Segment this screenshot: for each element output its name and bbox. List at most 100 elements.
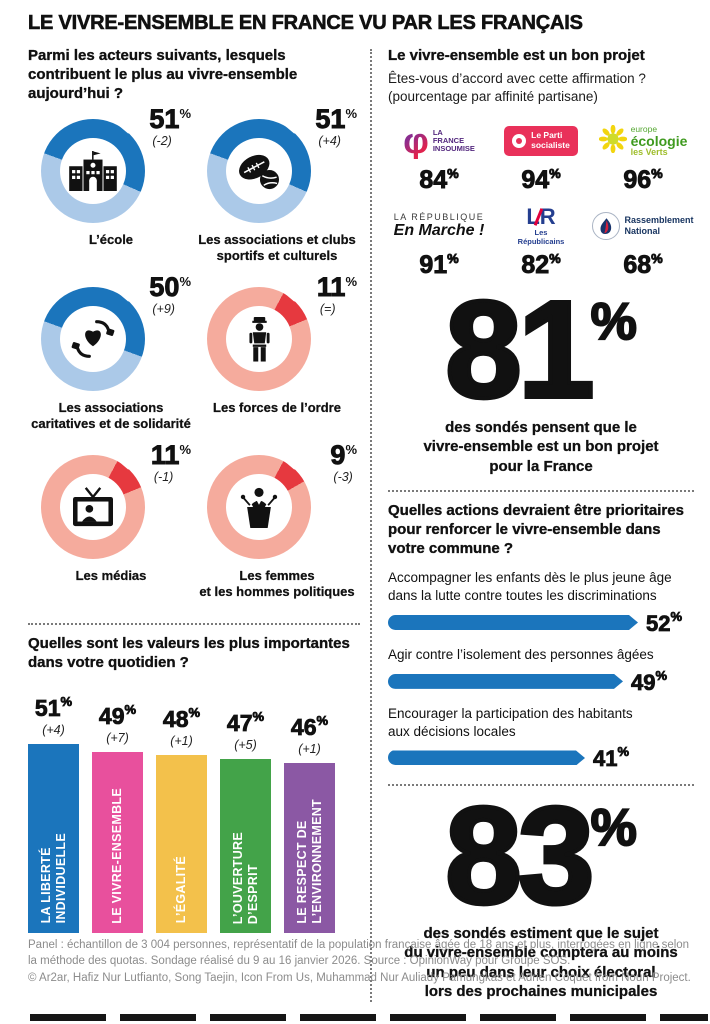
donut-label: Les médias	[75, 568, 147, 584]
eelv-logo-text: europe écologie les Verts	[631, 125, 688, 157]
percent-sign: %	[179, 106, 191, 122]
value-number: 47	[226, 709, 253, 736]
percent-sign: %	[617, 744, 630, 760]
percent-sign: %	[179, 274, 191, 290]
value-number: 50	[149, 272, 180, 303]
bar: LA LIBERTÉ INDIVIDUELLE	[28, 743, 79, 933]
bar-label: LA LIBERTÉ INDIVIDUELLE	[38, 833, 68, 924]
eelv-top: europe	[630, 124, 658, 135]
police-officer-icon	[207, 287, 311, 391]
bottom-segmented-bar	[30, 1014, 708, 1021]
big-number: 83%	[388, 785, 694, 927]
bar-column-egalite: 48% (+1) L’ÉGALITÉ	[156, 705, 207, 933]
value-delta: (+1)	[298, 741, 321, 756]
bar-value: 46%	[290, 713, 329, 740]
donut-card-associations-sportives: 51% (+4) Les associations et clubs sport…	[194, 105, 360, 279]
value-number: 68	[623, 251, 652, 280]
value-delta: (-2)	[152, 134, 172, 149]
values-question: Quelles sont les valeurs les plus import…	[28, 635, 350, 671]
actors-question: Parmi les acteurs suivants, lesquels con…	[28, 47, 298, 102]
action-label: Agir contre l’isolement des personnes âg…	[388, 647, 654, 662]
value-delta: (+7)	[106, 730, 129, 745]
value-delta: (-3)	[333, 470, 353, 485]
donut-ring	[207, 455, 311, 560]
columns: Parmi les acteurs suivants, lesquels con…	[28, 45, 696, 1002]
bar-column-environnement: 46% (+1) LE RESPECT DE L’ENVIRONNEMENT	[284, 713, 335, 933]
lrem-logo: LA RÉPUBLIQUE En Marche !	[394, 205, 485, 247]
donut-wrap: 51% (+4)	[207, 105, 357, 224]
vertical-dotted-divider	[370, 49, 372, 1002]
value-number: 49	[98, 702, 125, 729]
school-icon	[41, 119, 145, 223]
value-number: 46	[290, 713, 317, 740]
phi-icon: φ	[403, 120, 429, 162]
percent-sign: %	[179, 442, 191, 458]
bar-value: 47%	[226, 708, 265, 736]
value-delta: (+5)	[234, 737, 257, 752]
value-number: 51	[34, 694, 61, 721]
big-number: 81%	[388, 279, 694, 421]
donut-wrap: 11% (-1)	[41, 441, 191, 560]
politician-podium-icon	[207, 455, 311, 559]
value-number: 94	[521, 166, 550, 195]
value-number: 83	[443, 779, 596, 934]
rn-logo-text: Rassemblement National	[624, 215, 694, 237]
value-delta: (=)	[319, 302, 336, 317]
project-subtitle-2: (pourcentage par affinité partisane)	[388, 88, 598, 104]
bar: L’OUVERTURE D’ESPRIT	[220, 758, 271, 933]
donut-label: L’école	[88, 232, 134, 248]
bar: LE RESPECT DE L’ENVIRONNEMENT	[284, 762, 335, 933]
party-percentage: 96%	[623, 167, 663, 193]
donut-wrap: 51% (-2)	[41, 105, 191, 224]
action-bar-row: 41%	[388, 745, 694, 770]
percent-sign: %	[252, 708, 265, 724]
donut-card-politiques: 9% (-3) Les femmes et les hommes politiq…	[194, 441, 360, 615]
donut-wrap: 50% (+9)	[41, 273, 191, 392]
value-number: 81	[443, 273, 596, 428]
rn-logo: Rassemblement National	[592, 205, 694, 247]
party-card-rn: Rassemblement National 68%	[592, 205, 694, 278]
sunflower-icon	[598, 124, 627, 158]
dotted-divider	[388, 784, 694, 787]
dotted-divider	[28, 623, 360, 626]
party-percentage: 82%	[521, 252, 561, 278]
eelv-bot: les Verts	[630, 146, 668, 157]
eelv-mid: écologie	[630, 132, 688, 149]
bar-column-liberte: 51% (+4) LA LIBERTÉ INDIVIDUELLE	[28, 694, 79, 933]
percent-sign: %	[447, 251, 459, 267]
sports-balls-icon	[207, 119, 311, 223]
value-delta: (+4)	[318, 134, 341, 149]
bar: LE VIVRE-ENSEMBLE	[92, 751, 143, 933]
action-item-isolement: Agir contre l’isolement des personnes âg…	[388, 646, 694, 694]
donut-value: 50% (+9)	[149, 272, 191, 316]
right-column: Le vivre-ensemble est un bon projet Êtes…	[388, 45, 694, 1002]
donut-value: 9% (-3)	[330, 441, 357, 485]
value-number: 52	[646, 611, 671, 636]
action-percentage: 41%	[593, 744, 630, 770]
bar-value: 49%	[98, 702, 137, 729]
action-percentage: 52%	[646, 610, 683, 636]
bar-column-vivre-ensemble: 49% (+7) LE VIVRE-ENSEMBLE	[92, 702, 143, 933]
action-bar	[388, 674, 623, 689]
percent-sign: %	[590, 799, 638, 858]
dotted-divider	[388, 490, 694, 493]
lrem-top-text: LA RÉPUBLIQUE	[393, 211, 485, 222]
party-card-eelv: europe écologie les Verts 96%	[592, 120, 694, 193]
rose-icon	[512, 134, 527, 149]
bar-label: L’ÉGALITÉ	[174, 856, 189, 924]
donut-value: 11% (=)	[316, 273, 357, 317]
bar-value: 48%	[163, 705, 201, 731]
action-bar	[388, 615, 638, 630]
action-item-participation: Encourager la participation des habitant…	[388, 705, 694, 771]
action-label: Encourager la participation des habitant…	[388, 705, 633, 739]
value-delta: (+1)	[170, 733, 193, 748]
percent-sign: %	[345, 442, 357, 458]
bar-label: L’OUVERTURE D’ESPRIT	[230, 831, 260, 924]
percent-sign: %	[549, 166, 561, 182]
party-percentage: 91%	[419, 251, 459, 278]
value-number: 84	[419, 166, 448, 195]
ps-logo-text: Le Parti socialiste	[531, 130, 570, 151]
party-percentage: 68%	[623, 251, 663, 280]
lr-sub-text: Les Républicains	[517, 228, 565, 246]
donut-chart-grid: 51% (-2) L’école 51%	[28, 105, 360, 615]
